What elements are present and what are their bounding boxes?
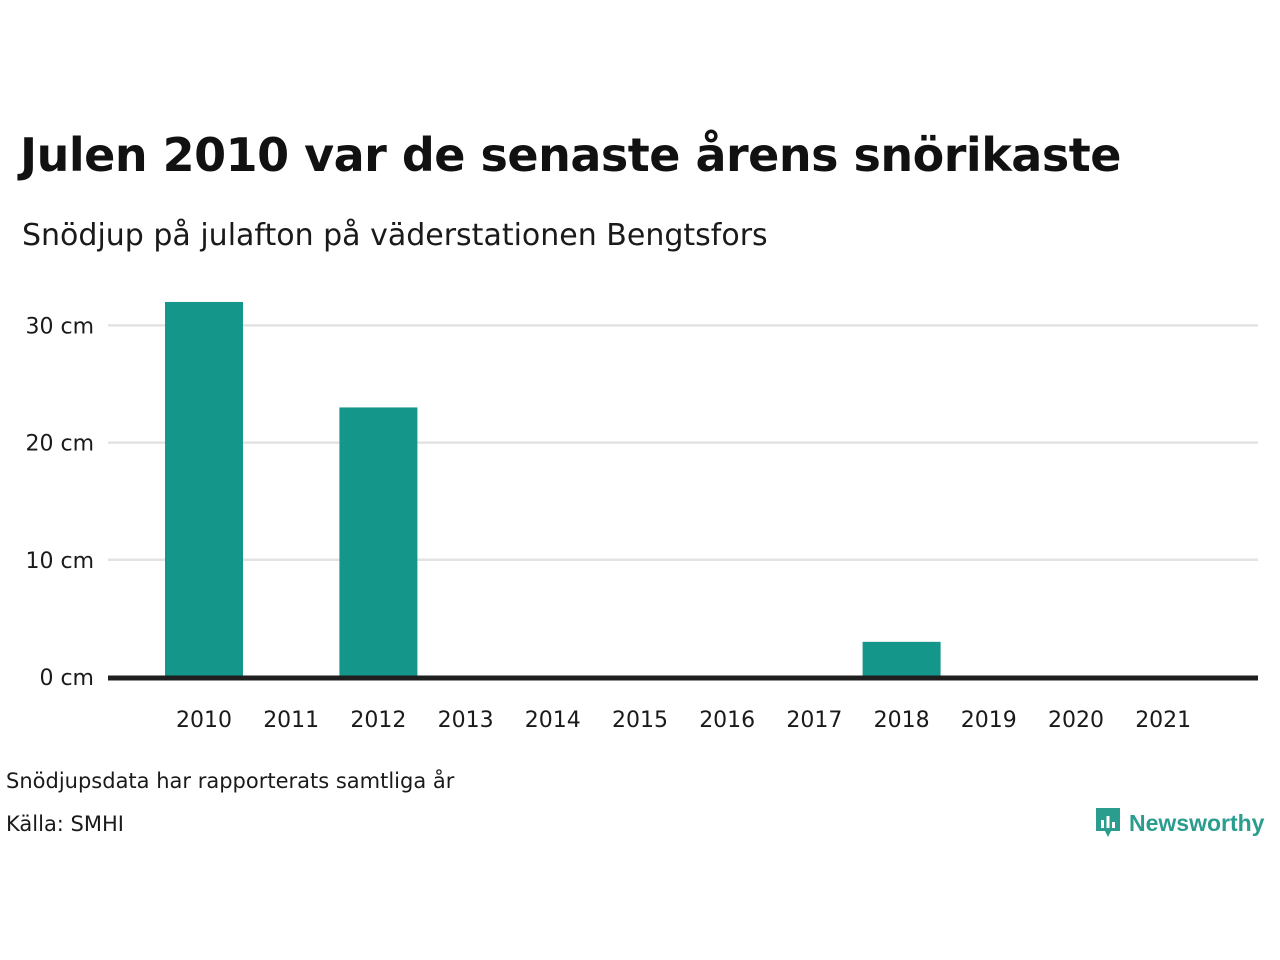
bar-2012: [339, 407, 418, 677]
x-tick-label: 2011: [263, 708, 319, 733]
chart-title: Julen 2010 var de senaste årens snörikas…: [20, 128, 1121, 182]
newsworthy-logo: Newsworthy: [1094, 806, 1264, 840]
gridlines: [108, 324, 1258, 562]
bar-2010: [165, 301, 243, 677]
y-tick-label: 20 cm: [25, 432, 94, 457]
bar-2018: [862, 641, 941, 677]
x-tick-label: 2010: [176, 708, 232, 733]
x-tick-label: 2019: [961, 708, 1017, 733]
chart-subtitle: Snödjup på julafton på väderstationen Be…: [22, 218, 768, 253]
bars: [165, 301, 941, 677]
x-tick-label: 2015: [612, 708, 668, 733]
y-tick-label: 0 cm: [39, 666, 94, 691]
x-tick-label: 2013: [438, 708, 494, 733]
source-note: Källa: SMHI: [6, 812, 124, 836]
x-tick-label: 2017: [786, 708, 842, 733]
newsworthy-logo-icon: [1096, 808, 1120, 837]
footnote: Snödjupsdata har rapporterats samtliga å…: [6, 769, 455, 793]
x-tick-label: 2014: [525, 708, 581, 733]
x-tick-labels: 2010 2011 2012 2013 2014 2015 2016 2017 2018 2019…: [176, 708, 1191, 733]
x-tick-label: 2021: [1135, 708, 1191, 733]
x-tick-label: 2020: [1048, 708, 1104, 733]
newsworthy-brand-text: Newsworthy: [1129, 809, 1265, 836]
y-tick-labels: 0 cm 10 cm 20 cm 30 cm: [25, 314, 94, 691]
x-tick-label: 2018: [874, 708, 930, 733]
x-tick-label: 2012: [350, 708, 406, 733]
x-tick-label: 2016: [699, 708, 755, 733]
y-tick-label: 10 cm: [25, 549, 94, 574]
y-tick-label: 30 cm: [25, 314, 94, 339]
